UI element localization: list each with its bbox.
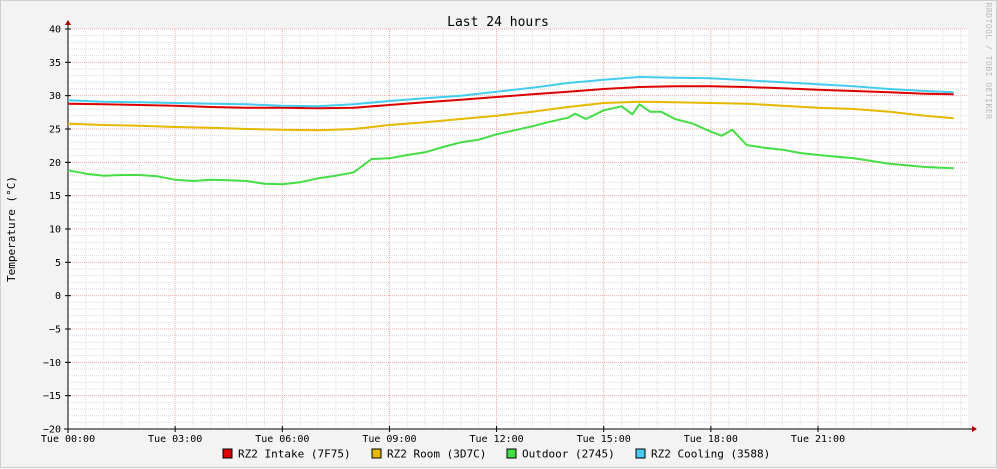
legend-swatch-3 <box>506 448 517 459</box>
legend-label-4: RZ2 Cooling (3588) <box>651 448 770 461</box>
y-tick-label: 30 <box>49 91 61 102</box>
y-tick-label: −20 <box>43 425 61 436</box>
series-line-1 <box>67 85 954 110</box>
x-tick-label: Tue 00:00 <box>41 434 95 445</box>
legend-label-3: Outdoor (2745) <box>522 448 615 461</box>
y-tick-label: 35 <box>49 58 61 69</box>
x-axis-arrow <box>972 426 977 432</box>
x-tick-label: Tue 15:00 <box>577 434 631 445</box>
x-tick-label: Tue 06:00 <box>255 434 309 445</box>
legend-swatch-1 <box>222 448 233 459</box>
y-tick-label: 40 <box>49 25 61 36</box>
series-line-4 <box>67 76 954 108</box>
x-tick-labels: Tue 00:00 Tue 03:00 Tue 06:00 Tue 09:00 Tue … <box>41 434 845 445</box>
chart-title: Last 24 hours <box>447 15 549 30</box>
legend-swatch-4 <box>635 448 646 459</box>
legend-label-2: RZ2 Room (3D7C) <box>387 448 486 461</box>
x-tick-label: Tue 12:00 <box>469 434 523 445</box>
x-tick-label: Tue 09:00 <box>362 434 416 445</box>
y-tick-label: 25 <box>49 125 61 136</box>
series-line-3 <box>67 103 954 186</box>
x-tick-label: Tue 21:00 <box>791 434 845 445</box>
y-tick-label: −10 <box>43 358 61 369</box>
series-lines <box>67 76 954 186</box>
axes <box>64 20 977 433</box>
y-tick-label: −5 <box>49 325 61 336</box>
y-tick-label: 15 <box>49 191 61 202</box>
legend-label-1: RZ2 Intake (7F75) <box>238 448 351 461</box>
y-tick-label: 5 <box>55 258 61 269</box>
y-tick-label: 10 <box>49 225 61 236</box>
y-tick-label: −15 <box>43 391 61 402</box>
y-axis-label: Temperature (°C) <box>5 176 18 282</box>
y-tick-label: 0 <box>55 291 61 302</box>
legend-swatch-2 <box>371 448 382 459</box>
x-tick-label: Tue 03:00 <box>148 434 202 445</box>
y-axis-arrow <box>65 20 71 25</box>
series-line-2 <box>67 100 954 132</box>
legend: RZ2 Intake (7F75) RZ2 Room (3D7C) Outdoor … <box>222 448 770 461</box>
y-tick-label: 20 <box>49 158 61 169</box>
y-tick-labels: −20 −15 −10 −5 0 5 10 15 20 25 30 35 40 <box>43 25 61 436</box>
x-tick-label: Tue 18:00 <box>684 434 738 445</box>
rrdtool-watermark: RRDTOOL / TOBI OETIKER <box>984 3 993 120</box>
